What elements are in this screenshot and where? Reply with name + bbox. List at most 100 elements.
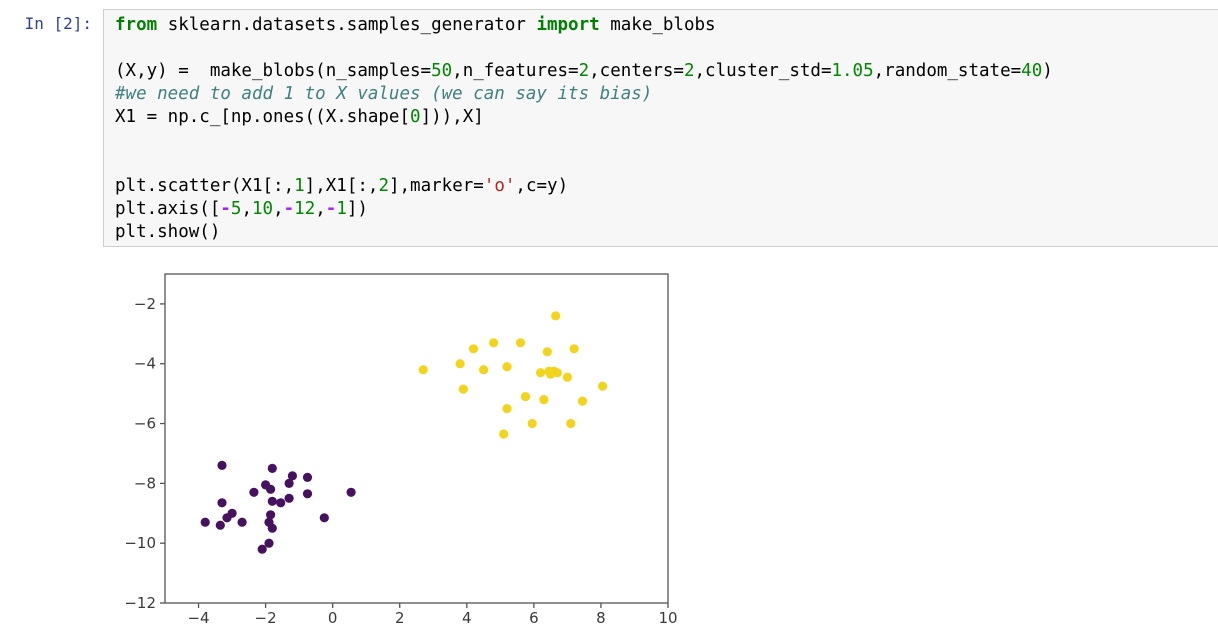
data-point (267, 496, 277, 506)
data-point (222, 513, 232, 523)
code-token-txt: ,c=y) (515, 176, 569, 196)
data-point (346, 487, 356, 497)
code-token-com: #we need to add 1 to X values (we can sa… (115, 84, 653, 104)
cell-execution-prompt: In [2]: (24, 14, 92, 33)
code-token-txt: ],X1[:, (304, 176, 379, 196)
code-line: plt.axis([-5,10,-12,-1]) (115, 198, 1218, 221)
data-point (287, 471, 297, 481)
data-point (502, 404, 512, 414)
scatter-plot-svg: −4 −2 0 2 4 6 8 10 −2 −4 −6 −8 −10 −12 (124, 273, 678, 627)
data-point (577, 396, 588, 406)
data-point (502, 362, 512, 372)
code-token-num: 5 (230, 199, 242, 219)
code-token-num: 0 (410, 107, 421, 127)
code-editor[interactable]: from sklearn.datasets.samples_generator … (103, 9, 1218, 247)
x-tick-label: 8 (596, 609, 606, 627)
code-line (115, 129, 1218, 152)
data-point (489, 338, 499, 348)
data-point (319, 513, 329, 523)
code-line: (X,y) = make_blobs(n_samples=50,n_featur… (115, 60, 1218, 83)
data-point (264, 538, 274, 548)
code-token-num: 2 (683, 61, 695, 81)
cell-output-area: −4 −2 0 2 4 6 8 10 −2 −4 −6 −8 −10 −12 (0, 250, 1218, 642)
code-line (115, 152, 1218, 175)
code-line: plt.scatter(X1[:,1],X1[:,2],marker='o',c… (115, 175, 1218, 198)
series-cluster-0-purple (200, 460, 356, 554)
series-cluster-1-yellow (418, 311, 608, 439)
data-point (539, 395, 549, 405)
code-line: from sklearn.datasets.samples_generator … (115, 14, 1218, 37)
data-point (542, 347, 552, 357)
data-point (237, 517, 247, 527)
data-point (249, 487, 259, 497)
data-point (267, 523, 277, 533)
data-point (257, 544, 267, 554)
code-token-txt: , (273, 199, 284, 219)
code-token-txt: ,centers= (589, 61, 684, 81)
x-tick-label: 6 (529, 609, 539, 627)
code-token-txt: ) (1042, 61, 1053, 81)
data-point (515, 338, 526, 348)
data-point (418, 365, 428, 375)
y-tick-label: −4 (134, 355, 156, 373)
data-point (562, 372, 572, 382)
code-token-txt: ,random_state= (873, 61, 1022, 81)
x-tick-label: −4 (187, 609, 209, 627)
data-point (266, 510, 276, 520)
code-token-txt: (X,y) = make_blobs(n_samples= (115, 61, 432, 81)
code-token-kw: from (115, 15, 158, 35)
code-token-txt: sklearn.datasets.samples_generator (157, 15, 537, 35)
code-token-txt: ,cluster_std= (694, 61, 832, 81)
y-tick-label: −2 (134, 295, 156, 313)
code-token-txt: X1 = np.c_[np.ones((X.shape[ (115, 107, 411, 127)
data-point (499, 429, 509, 439)
code-token-txt: make_blobs (599, 15, 716, 35)
code-token-num: 1.05 (831, 61, 874, 81)
code-token-num: 1 (294, 176, 305, 196)
code-token-num: 40 (1021, 61, 1043, 81)
code-token-txt: , (241, 199, 252, 219)
code-token-txt: plt.scatter(X1[:, (115, 176, 295, 196)
data-point (551, 311, 561, 321)
code-token-txt: plt.axis([ (115, 199, 221, 219)
data-point (468, 344, 479, 354)
data-point (217, 498, 227, 508)
data-point (267, 463, 277, 473)
code-token-num: 1 (336, 199, 347, 219)
data-point (458, 384, 468, 394)
axes-frame (164, 273, 669, 604)
data-point (520, 392, 531, 402)
y-tick-label: −12 (124, 594, 156, 612)
code-token-txt: plt.show() (115, 222, 221, 242)
x-tick-label: 4 (462, 609, 472, 627)
data-point (455, 359, 465, 369)
data-point (479, 365, 489, 375)
data-point (276, 498, 286, 508)
code-line: plt.show() (115, 221, 1218, 244)
x-tick-label: 10 (658, 609, 677, 627)
data-point (217, 460, 227, 470)
code-line: X1 = np.c_[np.ones((X.shape[0])),X] (115, 106, 1218, 129)
data-point (284, 478, 294, 488)
code-token-num: 12 (294, 199, 316, 219)
data-point (302, 489, 313, 499)
data-point (527, 418, 537, 429)
data-point (302, 472, 313, 482)
x-tick-label: −2 (255, 609, 277, 627)
y-tick-label: −10 (124, 534, 156, 552)
code-token-num: 2 (578, 61, 590, 81)
x-tick-label: 2 (395, 609, 405, 627)
code-token-txt: ,n_features= (452, 61, 579, 81)
data-point (215, 520, 225, 530)
code-token-str: 'o' (483, 176, 516, 196)
code-token-op: - (283, 199, 295, 219)
code-line: #we need to add 1 to X values (we can sa… (115, 83, 1218, 106)
code-token-txt: ]) (346, 199, 368, 219)
y-tick-label: −6 (134, 415, 156, 433)
code-token-txt: ],marker= (388, 176, 484, 196)
code-token-op: - (220, 199, 231, 219)
code-token-num: 10 (252, 199, 274, 219)
data-point (200, 517, 210, 527)
code-token-num: 2 (378, 176, 389, 196)
code-line (115, 37, 1218, 60)
